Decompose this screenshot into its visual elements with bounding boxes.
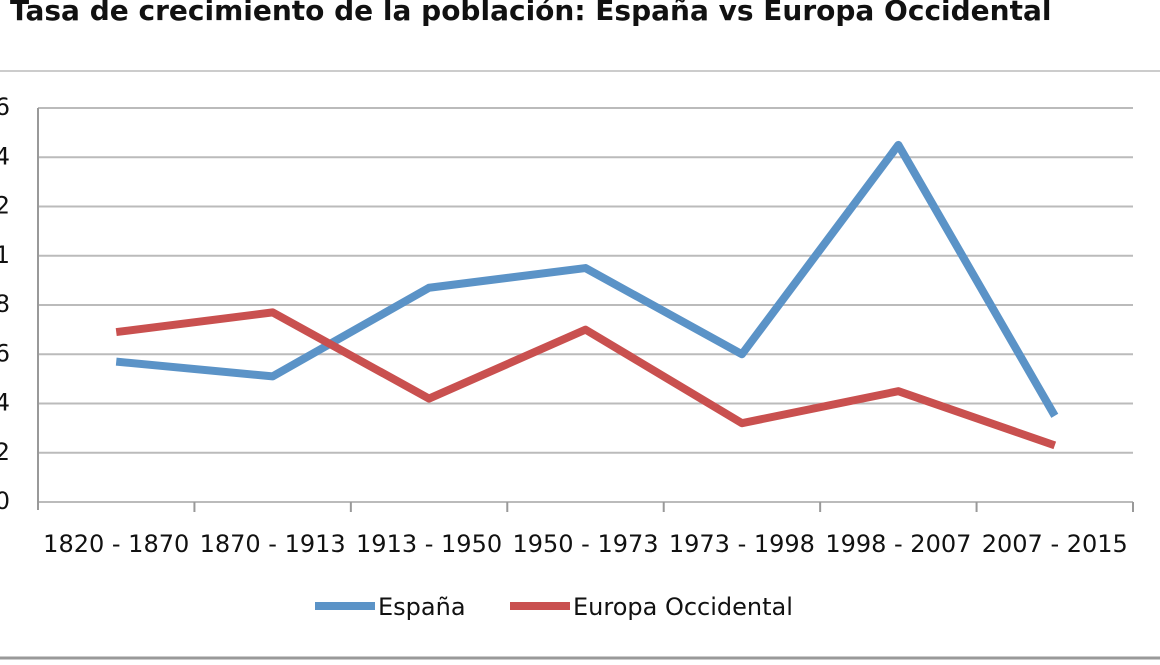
x-tick-label: 2007 - 2015 (982, 530, 1128, 558)
y-tick-label: 0,8 (0, 290, 10, 318)
y-tick-label: 1,6 (0, 93, 10, 121)
x-tick-label: 1870 - 1913 (200, 530, 346, 558)
chart-title: Tasa de crecimiento de la población: Esp… (10, 0, 1051, 27)
series-line (115, 308, 1057, 450)
legend-label: Europa Occidental (573, 593, 793, 621)
x-tick-label: 1973 - 1998 (669, 530, 815, 558)
y-tick-label: 0,2 (0, 438, 10, 466)
y-tick-label: 0,4 (0, 389, 10, 417)
y-tick-label: 1,4 (0, 142, 10, 170)
y-tick-label: 1 (0, 241, 10, 269)
x-tick-label: 1913 - 1950 (356, 530, 502, 558)
legend-label: España (378, 593, 466, 621)
y-tick-label: 0,6 (0, 339, 10, 367)
series-line (115, 140, 1059, 418)
x-tick-label: 1820 - 1870 (43, 530, 189, 558)
y-tick-label: 0 (0, 487, 10, 515)
x-tick-label: 1998 - 2007 (825, 530, 971, 558)
y-tick-label: 1,2 (0, 192, 10, 220)
x-tick-label: 1950 - 1973 (512, 530, 658, 558)
